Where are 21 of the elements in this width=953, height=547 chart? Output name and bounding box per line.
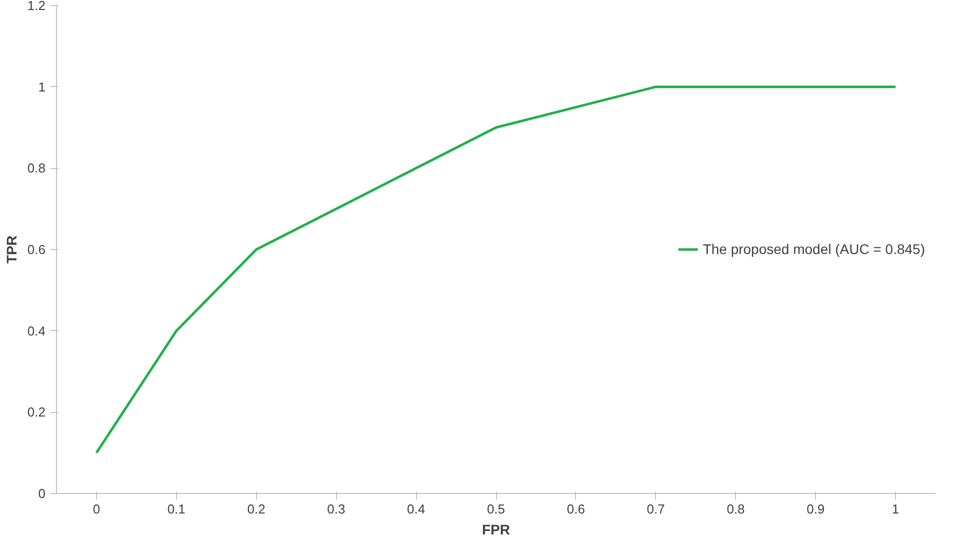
y-tick-label: 0.2 bbox=[27, 404, 46, 420]
y-tick-label: 0 bbox=[38, 486, 46, 501]
x-tick-label: 0.8 bbox=[726, 502, 745, 516]
legend-label: The proposed model (AUC = 0.845) bbox=[702, 241, 925, 257]
x-tick-label: 0.7 bbox=[646, 502, 665, 516]
x-tick-label: 0.2 bbox=[247, 502, 266, 516]
y-tick-label: 0.4 bbox=[27, 323, 46, 338]
x-axis-title: FPR bbox=[482, 522, 510, 538]
x-tick-label: 1 bbox=[892, 502, 900, 516]
y-tick-label: 1 bbox=[38, 79, 46, 94]
x-tick-label: 0.9 bbox=[806, 502, 825, 516]
y-tick-label: 0.6 bbox=[27, 242, 46, 257]
x-tick-label: 0 bbox=[92, 502, 100, 516]
x-tick-label: 0.4 bbox=[407, 502, 426, 516]
y-axis-title: TPR bbox=[3, 236, 20, 264]
x-tick-label: 0.5 bbox=[486, 502, 506, 516]
y-tick-label: 1.2 bbox=[27, 0, 46, 13]
x-tick-label: 0.6 bbox=[566, 502, 585, 516]
x-tick-label: 0.3 bbox=[327, 502, 346, 516]
x-tick-label: 0.1 bbox=[167, 502, 186, 516]
y-tick-label: 0.8 bbox=[27, 160, 46, 176]
